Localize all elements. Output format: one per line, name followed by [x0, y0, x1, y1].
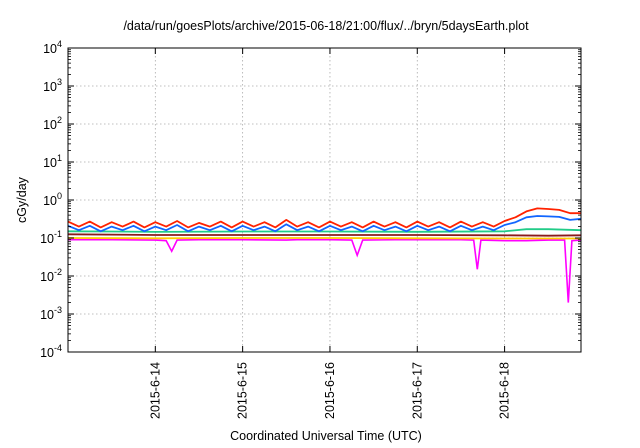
y-tick-label: 10-1	[40, 229, 62, 246]
y-tick-label: 101	[43, 153, 62, 170]
y-tick-label: 10-3	[40, 305, 62, 322]
series-line-2	[67, 237, 581, 240]
x-axis: 2015-6-14 2015-6-15 2015-6-16 2015-6-17 2015…	[148, 48, 512, 419]
y-tick-label: 10-2	[40, 267, 62, 284]
x-tick-label: 2015-6-18	[498, 362, 512, 419]
series-line-4	[67, 207, 581, 229]
y-tick-label: 102	[43, 115, 62, 132]
x-tick-label: 2015-6-17	[410, 362, 424, 419]
y-axis: 10-4 10-3 10-2 10-1 100 101 102 103 104	[40, 39, 581, 360]
x-tick-label: 2015-6-15	[236, 362, 250, 419]
x-tick-label: 2015-6-16	[323, 362, 337, 419]
y-tick-label: 10-4	[40, 343, 62, 360]
series-line-0	[68, 238, 582, 303]
x-axis-label: Coordinated Universal Time (UTC)	[230, 429, 422, 443]
y-tick-label: 100	[43, 191, 62, 208]
grid	[68, 48, 581, 352]
series-line-3	[67, 228, 582, 233]
series-line-5	[67, 215, 582, 233]
series-layer	[67, 207, 582, 303]
y-tick-label: 104	[43, 39, 62, 56]
x-tick-label: 2015-6-14	[148, 362, 162, 419]
series-line-1	[67, 233, 582, 237]
y-tick-label: 103	[43, 77, 62, 94]
y-axis-label: cGy/day	[15, 176, 29, 223]
chart-title: /data/run/goesPlots/archive/2015-06-18/2…	[123, 19, 529, 33]
